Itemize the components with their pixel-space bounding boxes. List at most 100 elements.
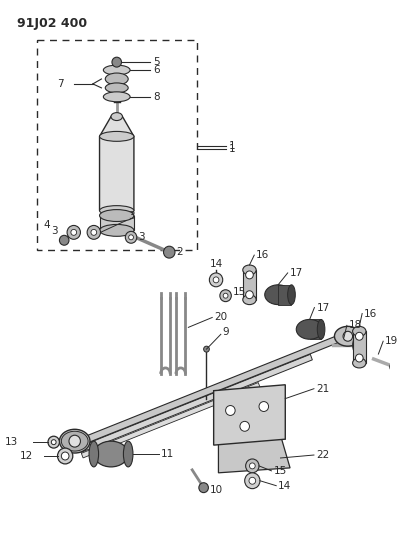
Text: 15: 15 — [273, 466, 286, 476]
Ellipse shape — [245, 290, 253, 298]
Ellipse shape — [244, 473, 259, 489]
Text: 22: 22 — [315, 450, 328, 460]
Ellipse shape — [287, 285, 295, 304]
Ellipse shape — [89, 441, 98, 467]
Ellipse shape — [334, 326, 360, 346]
Ellipse shape — [213, 277, 219, 283]
Ellipse shape — [316, 319, 324, 339]
Ellipse shape — [103, 65, 130, 75]
Text: 6: 6 — [153, 65, 159, 75]
Ellipse shape — [87, 225, 100, 239]
Text: 4: 4 — [43, 221, 50, 230]
Text: 9: 9 — [222, 327, 229, 337]
Polygon shape — [213, 385, 285, 445]
Ellipse shape — [69, 435, 80, 447]
Ellipse shape — [61, 452, 69, 460]
Ellipse shape — [61, 431, 88, 451]
Ellipse shape — [91, 229, 96, 236]
Text: 91J02 400: 91J02 400 — [17, 17, 87, 30]
Bar — [93, 446, 128, 462]
Ellipse shape — [219, 290, 231, 302]
Bar — [99, 215, 134, 230]
Ellipse shape — [352, 358, 365, 368]
Ellipse shape — [125, 231, 136, 243]
Text: 13: 13 — [5, 437, 18, 447]
Ellipse shape — [48, 436, 59, 448]
Polygon shape — [218, 435, 290, 473]
Ellipse shape — [354, 332, 362, 340]
Ellipse shape — [111, 57, 121, 67]
Ellipse shape — [342, 332, 352, 341]
Ellipse shape — [245, 271, 253, 279]
Ellipse shape — [93, 441, 128, 467]
Text: 14: 14 — [209, 259, 222, 269]
Text: 3: 3 — [128, 211, 134, 221]
Text: 1: 1 — [228, 144, 235, 154]
Text: 17: 17 — [316, 303, 329, 312]
Ellipse shape — [352, 326, 365, 336]
Ellipse shape — [239, 422, 249, 431]
Polygon shape — [99, 117, 134, 211]
Ellipse shape — [223, 293, 227, 298]
Ellipse shape — [99, 206, 134, 215]
Ellipse shape — [242, 265, 255, 275]
Text: 21: 21 — [315, 384, 328, 394]
Ellipse shape — [59, 236, 69, 245]
Ellipse shape — [71, 229, 77, 236]
Text: 3: 3 — [51, 227, 57, 236]
Ellipse shape — [296, 319, 322, 339]
Ellipse shape — [248, 477, 255, 484]
Ellipse shape — [209, 273, 222, 287]
Ellipse shape — [59, 429, 90, 453]
Ellipse shape — [264, 285, 291, 304]
Ellipse shape — [225, 406, 235, 415]
Polygon shape — [76, 331, 350, 446]
Ellipse shape — [111, 112, 122, 120]
Ellipse shape — [163, 246, 174, 258]
Text: 14: 14 — [277, 481, 291, 491]
Ellipse shape — [128, 235, 133, 240]
Bar — [242, 270, 255, 300]
Text: 11: 11 — [160, 449, 174, 459]
Bar — [277, 285, 291, 304]
Text: 17: 17 — [289, 268, 302, 278]
Text: 16: 16 — [363, 309, 377, 319]
Ellipse shape — [99, 132, 134, 141]
Ellipse shape — [354, 354, 362, 362]
Text: 12: 12 — [19, 451, 32, 461]
Ellipse shape — [123, 441, 133, 467]
Bar — [352, 332, 365, 363]
Text: 3: 3 — [138, 232, 144, 243]
Text: 7: 7 — [57, 79, 64, 89]
Ellipse shape — [99, 224, 134, 236]
Ellipse shape — [245, 459, 258, 473]
Ellipse shape — [51, 440, 56, 445]
Ellipse shape — [203, 346, 209, 352]
Ellipse shape — [67, 225, 80, 239]
Ellipse shape — [352, 337, 359, 353]
Bar — [309, 319, 320, 339]
Polygon shape — [79, 354, 312, 453]
Text: 1: 1 — [228, 141, 235, 151]
Ellipse shape — [105, 73, 128, 85]
Text: 16: 16 — [255, 250, 269, 260]
Ellipse shape — [389, 362, 399, 372]
Ellipse shape — [258, 401, 268, 411]
Ellipse shape — [242, 295, 255, 304]
Ellipse shape — [198, 483, 208, 492]
Text: 15: 15 — [233, 287, 246, 297]
Text: 5: 5 — [153, 57, 159, 67]
Text: 10: 10 — [209, 484, 222, 495]
Text: 8: 8 — [153, 92, 159, 102]
Ellipse shape — [249, 463, 255, 469]
Ellipse shape — [105, 83, 128, 93]
Text: 19: 19 — [384, 336, 397, 346]
Ellipse shape — [57, 448, 73, 464]
Bar — [36, 41, 196, 250]
Text: 20: 20 — [214, 312, 227, 322]
Text: 2: 2 — [176, 247, 182, 257]
Ellipse shape — [99, 209, 134, 222]
Text: 18: 18 — [348, 320, 361, 330]
Ellipse shape — [103, 92, 130, 102]
Polygon shape — [81, 383, 259, 458]
